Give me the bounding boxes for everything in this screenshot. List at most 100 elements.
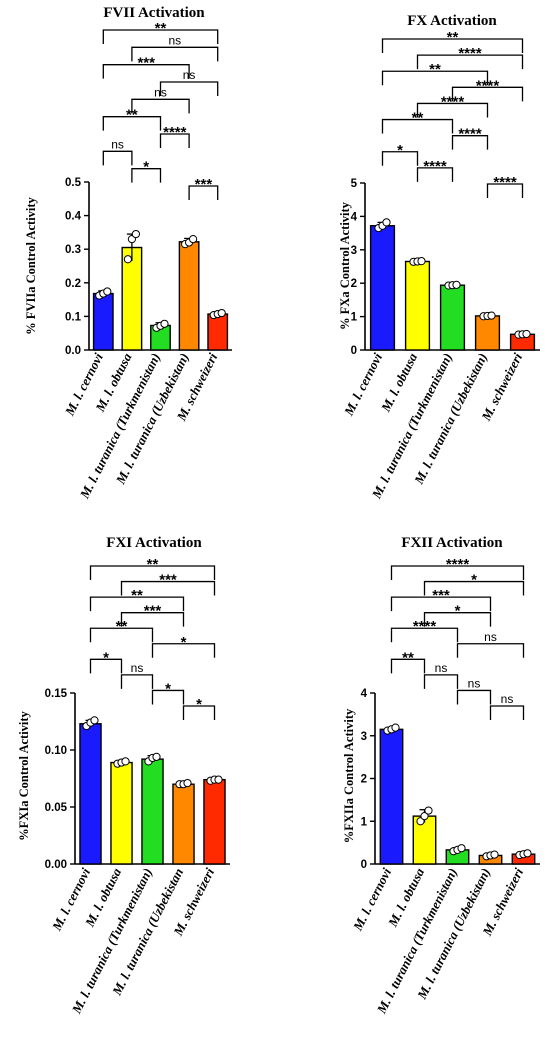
bar-3 <box>439 284 466 351</box>
significance-label: ns <box>111 137 124 151</box>
replicate-point <box>523 849 532 858</box>
chart-panel-2: FX Activation % FXa Control Activity 0 1 2 3 4… <box>338 13 540 502</box>
y-tick-label: 0.0 <box>65 345 81 357</box>
significance-label: *** <box>159 572 177 589</box>
significance-bracket <box>182 705 216 720</box>
significance-label: ** <box>402 649 414 666</box>
y-tick-label: 0.00 <box>45 859 67 871</box>
significance-bracket <box>381 70 489 86</box>
significance-label: ** <box>429 61 441 78</box>
replicate-point <box>121 757 130 766</box>
significance-label: *** <box>432 587 450 604</box>
significance-label: **** <box>458 126 482 143</box>
significance-bracket <box>102 116 162 131</box>
significance-label: ns <box>501 692 514 706</box>
chart-title: FVII Activation <box>103 5 205 21</box>
y-tick-label: 0.3 <box>65 244 81 256</box>
y-axis-label: %FXIIa Control Activity <box>342 708 356 843</box>
bar-1 <box>379 728 404 865</box>
bar-1 <box>79 723 102 865</box>
significance-label: **** <box>493 174 517 191</box>
significance-bracket <box>456 643 525 658</box>
y-tick-label: 4 <box>361 688 368 700</box>
bar-4 <box>474 315 501 351</box>
significance-label: * <box>181 634 187 651</box>
significance-bracket <box>89 658 123 674</box>
significance-bracket <box>423 674 459 689</box>
significance-label: **** <box>163 124 187 141</box>
replicate-point <box>457 844 466 853</box>
significance-label: ** <box>126 107 138 124</box>
replicate-point <box>123 255 133 264</box>
significance-bracket <box>486 183 524 198</box>
significance-bracket <box>489 705 525 720</box>
bar-1 <box>369 225 396 351</box>
replicate-point <box>152 752 161 761</box>
significance-label: ns <box>154 85 167 99</box>
significance-bracket <box>131 168 162 183</box>
significance-label: * <box>143 159 149 176</box>
y-tick-label: 0.4 <box>65 211 82 223</box>
significance-bracket <box>390 565 525 580</box>
y-tick-label: 0 <box>351 345 357 357</box>
significance-label: ** <box>155 20 167 37</box>
y-axis-label: % FXa Control Activity <box>338 201 352 330</box>
significance-label: ns <box>484 630 497 644</box>
replicate-point <box>424 806 433 815</box>
significance-label: ns <box>183 68 196 82</box>
significance-label: ** <box>447 29 459 46</box>
replicate-point <box>417 257 426 266</box>
bar-4 <box>178 241 200 351</box>
y-tick-label: 0.05 <box>45 802 68 814</box>
significance-bracket <box>423 580 525 596</box>
y-tick-label: 3 <box>361 731 367 743</box>
significance-bracket <box>456 689 492 705</box>
significance-label: **** <box>423 158 447 175</box>
significance-label: * <box>397 142 403 159</box>
y-tick-label: 4 <box>351 211 358 223</box>
replicate-point <box>522 329 531 339</box>
significance-label: ns <box>131 661 144 675</box>
significance-label: * <box>196 696 202 713</box>
replicate-point <box>490 850 499 859</box>
significance-label: **** <box>476 77 500 94</box>
significance-bracket <box>102 64 190 79</box>
significance-bracket <box>381 151 419 166</box>
significance-bracket <box>416 167 454 182</box>
bar-2 <box>110 761 133 865</box>
significance-label: * <box>455 603 461 620</box>
y-tick-label: 1 <box>351 312 358 324</box>
bar-2 <box>121 246 143 351</box>
bar-5 <box>203 778 226 865</box>
significance-bracket <box>159 133 190 148</box>
significance-label: **** <box>413 618 437 635</box>
significance-bracket <box>390 596 492 612</box>
significance-label: *** <box>137 55 155 72</box>
significance-bracket <box>120 580 216 596</box>
significance-bracket <box>416 102 489 118</box>
replicate-point <box>90 716 99 725</box>
bar-1 <box>92 292 114 351</box>
significance-bracket <box>131 46 219 62</box>
replicate-point <box>420 812 429 821</box>
significance-bracket <box>89 596 185 612</box>
significance-label: * <box>103 649 109 666</box>
significance-bracket <box>451 86 524 102</box>
y-tick-label: 0.15 <box>45 688 68 700</box>
bar-3 <box>141 758 164 865</box>
y-tick-label: 2 <box>361 774 367 786</box>
significance-label: *** <box>144 603 162 620</box>
significance-label: ns <box>168 33 181 47</box>
significance-bracket <box>131 98 190 114</box>
y-tick-label: 0.2 <box>65 278 81 290</box>
y-tick-label: 5 <box>351 178 358 190</box>
significance-label: ns <box>468 676 481 690</box>
chart-panel-3: FXI Activation %FXIa Control Activity 0.00… <box>17 535 230 1017</box>
y-axis-label: %FXIa Control Activity <box>17 710 31 840</box>
significance-bracket <box>102 150 133 166</box>
significance-label: *** <box>195 176 213 193</box>
significance-label: **** <box>458 45 482 62</box>
significance-bracket <box>120 612 185 627</box>
significance-bracket <box>102 29 219 44</box>
